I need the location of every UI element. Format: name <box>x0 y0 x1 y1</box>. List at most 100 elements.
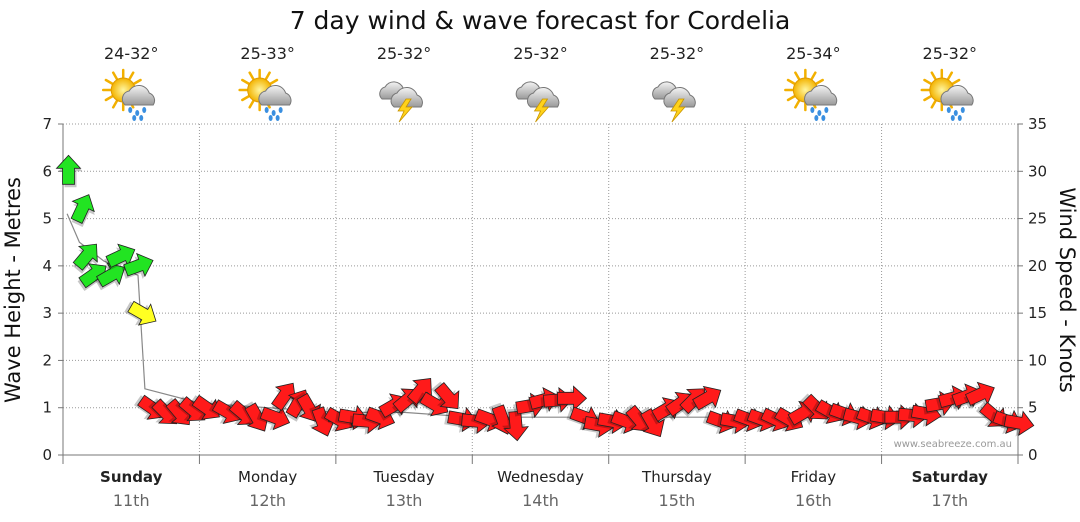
sun-ray <box>248 71 255 81</box>
right-tick-label: 25 <box>1028 210 1047 228</box>
left-axis-title: Wave Height - Metres <box>1 177 25 403</box>
sun-ray <box>268 78 279 86</box>
wind-arrow-shape <box>434 382 460 410</box>
wind-arrow <box>241 401 270 432</box>
sun-ray <box>930 71 938 81</box>
cloud <box>804 85 838 106</box>
sun-ray <box>786 78 797 86</box>
temperature-range: 25-33° <box>240 44 295 63</box>
day-date: 17th <box>931 491 968 510</box>
day-name-monday: Monday <box>238 468 297 486</box>
wind-arrow-shape <box>692 385 722 411</box>
sun-cloud-rain-icon <box>920 68 974 121</box>
sun-ray <box>930 99 938 109</box>
storm-icon <box>652 81 696 123</box>
sun-ray <box>241 78 251 86</box>
left-axis-ticks: 0 1 2 3 4 5 6 7 <box>42 115 63 464</box>
rain-drop <box>950 115 955 121</box>
rain-drop <box>817 110 822 116</box>
wind-arrow-shape <box>557 385 588 412</box>
rain-drop <box>135 110 140 116</box>
left-tick-label: 3 <box>42 304 52 322</box>
wind-series <box>55 154 1035 442</box>
left-tick-label: 6 <box>42 162 52 180</box>
sun-ray <box>104 94 115 102</box>
temperature-range: 25-32° <box>923 44 978 63</box>
sun-ray <box>127 71 135 81</box>
wind-arrow <box>431 381 460 410</box>
sun-ray <box>248 99 255 109</box>
lightning-bolt <box>533 98 550 123</box>
sun-ray <box>111 99 119 109</box>
wind-arrow <box>554 385 588 413</box>
rain-drop <box>814 115 819 121</box>
sun-cloud-rain-icon <box>238 68 292 121</box>
wind-arrow <box>501 408 529 442</box>
rain-drop <box>139 115 144 121</box>
right-tick-label: 30 <box>1028 162 1047 180</box>
right-tick-label: 20 <box>1028 257 1047 275</box>
rain-drop <box>953 110 958 116</box>
sun-cloud-rain-icon <box>101 68 156 121</box>
wind-arrow <box>1000 410 1035 437</box>
wind-arrow <box>121 252 154 280</box>
right-axis-ticks: 0 5 10 15 20 25 30 35 <box>1018 115 1047 464</box>
temperature-range: 25-32° <box>377 44 432 63</box>
left-tick-label: 5 <box>42 210 52 228</box>
sun-ray <box>104 78 115 86</box>
right-tick-label: 5 <box>1028 399 1038 417</box>
chart-grid <box>63 123 1018 455</box>
day-name-thursday: Thursday <box>641 468 712 486</box>
wind-arrow-shape <box>127 300 157 326</box>
wind-arrow-shape <box>191 394 220 420</box>
left-tick-label: 4 <box>42 257 52 275</box>
wind-arrow <box>188 394 220 420</box>
sun-ray <box>264 71 271 81</box>
wind-arrow-shape <box>310 406 336 437</box>
wind-arrow <box>124 300 157 326</box>
rain-drop <box>824 107 829 113</box>
day-name-tuesday: Tuesday <box>373 468 435 486</box>
right-tick-label: 0 <box>1028 446 1038 464</box>
sun-ray <box>946 71 954 81</box>
temperature-range: 25-32° <box>513 44 568 63</box>
wave-height-line <box>66 213 1018 418</box>
sun-ray <box>794 71 801 81</box>
right-tick-label: 15 <box>1028 304 1047 322</box>
wind-arrow <box>963 381 995 409</box>
rain-drop <box>960 107 965 113</box>
sun-ray <box>132 78 142 86</box>
lightning-bolt <box>397 98 413 123</box>
left-tick-label: 0 <box>42 446 52 464</box>
rain-drop <box>275 115 280 121</box>
day-name-sunday: Sunday <box>100 468 163 486</box>
wind-arrow-shape <box>640 407 665 438</box>
wind-arrow-shape <box>503 410 529 442</box>
chart-axes <box>62 124 1019 464</box>
rain-drop <box>271 110 276 116</box>
day-date: 15th <box>659 491 696 510</box>
rain-drop <box>278 107 283 113</box>
sun-ray <box>111 71 119 81</box>
wind-arrow <box>406 377 432 409</box>
sun-ray <box>786 94 797 102</box>
wind-arrow-shape <box>271 382 297 412</box>
wind-arrow-shape <box>55 154 82 185</box>
rain-drop <box>128 107 133 113</box>
day-date: 12th <box>249 491 286 510</box>
storm-icon <box>379 81 423 123</box>
wind-arrow-shape <box>259 405 291 431</box>
wind-arrow-shape <box>123 252 154 278</box>
wind-arrow-shape <box>406 377 432 406</box>
watermark: www.seabreeze.com.au <box>894 439 1012 450</box>
left-tick-label: 2 <box>42 351 52 369</box>
rain-drop <box>268 115 273 121</box>
wind-arrow <box>256 405 291 431</box>
cloud <box>121 85 156 106</box>
sun-ray <box>794 99 801 109</box>
chart-title: 7 day wind & wave forecast for Cordelia <box>290 6 791 35</box>
left-tick-label: 1 <box>42 399 52 417</box>
wind-arrow <box>70 194 95 227</box>
day-name-friday: Friday <box>791 468 837 486</box>
